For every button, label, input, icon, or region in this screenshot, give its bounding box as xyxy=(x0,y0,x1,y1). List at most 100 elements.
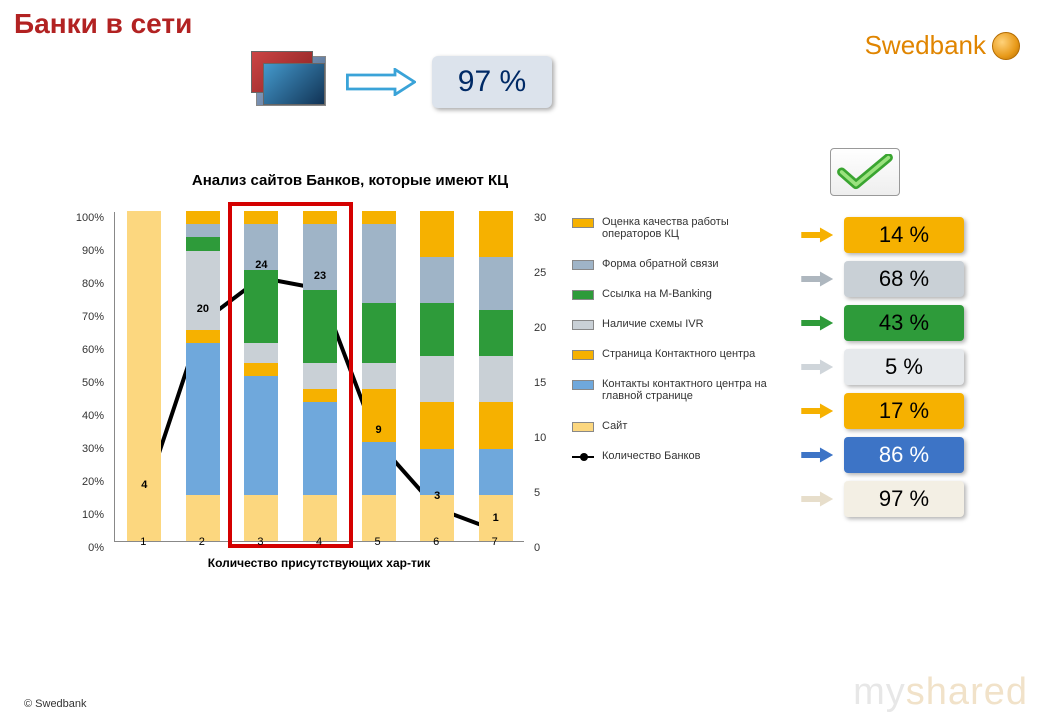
legend-label: Контакты контактного центра на главной с… xyxy=(602,378,772,402)
bar-segment-ivr xyxy=(479,356,513,402)
bar-segment-cc_page xyxy=(244,363,278,376)
legend-label: Форма обратной связи xyxy=(602,258,719,270)
bar-segment-cc_page xyxy=(479,402,513,448)
hero-percent-badge: 97 % xyxy=(432,56,552,108)
bar-segment-contacts xyxy=(479,449,513,495)
bar-column xyxy=(186,211,220,541)
bar-column xyxy=(303,211,337,541)
credit-cards-icon xyxy=(256,56,326,106)
arrow-icon xyxy=(800,225,834,245)
value-row: 97 % xyxy=(800,480,1020,518)
bar-segment-mbanking xyxy=(244,270,278,343)
legend-swatch-icon xyxy=(572,422,594,432)
bar-segment-quality xyxy=(244,211,278,224)
bar-segment-site xyxy=(244,495,278,541)
legend-label: Ссылка на M-Banking xyxy=(602,288,712,300)
bar-segment-quality xyxy=(420,211,454,257)
arrow-icon xyxy=(346,68,416,96)
percent-badge-column: 14 % 68 % 43 % 5 % 17 % 86 % 97 % xyxy=(800,216,1020,524)
bar-segment-quality xyxy=(362,211,396,224)
checkmark-icon xyxy=(830,148,900,196)
line-point-label: 9 xyxy=(376,424,382,436)
bar-segment-feedback xyxy=(186,224,220,237)
legend-item: Наличие схемы IVR xyxy=(572,318,772,330)
percent-badge: 17 % xyxy=(844,393,964,429)
percent-badge: 68 % xyxy=(844,261,964,297)
legend-item: Оценка качества работы операторов КЦ xyxy=(572,216,772,240)
x-tick-label: 3 xyxy=(243,536,277,548)
arrow-icon xyxy=(800,445,834,465)
legend-item: Форма обратной связи xyxy=(572,258,772,270)
bar-segment-cc_page xyxy=(420,402,454,448)
value-row: 17 % xyxy=(800,392,1020,430)
line-point-label: 4 xyxy=(141,479,147,491)
bar-segment-ivr xyxy=(244,343,278,363)
bar-segment-cc_page xyxy=(186,330,220,343)
arrow-icon xyxy=(800,357,834,377)
legend-item: Количество Банков xyxy=(572,450,772,462)
bar-segment-feedback xyxy=(420,257,454,303)
x-tick-label: 5 xyxy=(361,536,395,548)
bar-segment-contacts xyxy=(420,449,454,495)
legend-item: Сайт xyxy=(572,420,772,432)
arrow-icon xyxy=(800,401,834,421)
line-point-label: 1 xyxy=(493,512,499,524)
arrow-icon xyxy=(800,313,834,333)
x-tick-label: 6 xyxy=(419,536,453,548)
legend-label: Сайт xyxy=(602,420,627,432)
legend-swatch-icon xyxy=(572,320,594,330)
legend-line-icon xyxy=(572,452,594,462)
bar-segment-quality xyxy=(186,211,220,224)
percent-badge: 86 % xyxy=(844,437,964,473)
chart-legend: Оценка качества работы операторов КЦ Форм… xyxy=(572,216,772,480)
legend-label: Страница Контактного центра xyxy=(602,348,755,360)
percent-badge: 14 % xyxy=(844,217,964,253)
line-point-label: 23 xyxy=(314,270,326,282)
bar-segment-ivr xyxy=(362,363,396,389)
legend-swatch-icon xyxy=(572,380,594,390)
bar-segment-site xyxy=(186,495,220,541)
bar-segment-mbanking xyxy=(420,303,454,356)
bar-segment-mbanking xyxy=(479,310,513,356)
bar-column xyxy=(479,211,513,541)
brand-logo: Swedbank xyxy=(865,30,1020,61)
legend-item: Страница Контактного центра xyxy=(572,348,772,360)
bar-segment-mbanking xyxy=(186,237,220,250)
x-tick-label: 4 xyxy=(302,536,336,548)
bar-segment-site xyxy=(303,495,337,541)
copyright: © Swedbank xyxy=(24,698,87,710)
bar-segment-contacts xyxy=(244,376,278,495)
value-row: 68 % xyxy=(800,260,1020,298)
value-row: 43 % xyxy=(800,304,1020,342)
bar-segment-ivr xyxy=(420,356,454,402)
y-axis-right: 302520151050 xyxy=(530,212,560,542)
x-tick-label: 2 xyxy=(185,536,219,548)
bar-segment-mbanking xyxy=(303,290,337,363)
bar-segment-contacts xyxy=(303,402,337,494)
brand-emblem-icon xyxy=(992,32,1020,60)
legend-label: Наличие схемы IVR xyxy=(602,318,704,330)
x-tick-label: 7 xyxy=(478,536,512,548)
bar-segment-contacts xyxy=(362,442,396,495)
plot-area: 4 20 24 23 9 3 1 xyxy=(114,212,524,542)
line-point-label: 3 xyxy=(434,490,440,502)
legend-label: Количество Банков xyxy=(602,450,700,462)
arrow-icon xyxy=(800,269,834,289)
y-axis-left: 100%90%80%70%60%50%40%30%20%10%0% xyxy=(60,212,108,542)
legend-swatch-icon xyxy=(572,260,594,270)
bar-segment-mbanking xyxy=(362,303,396,362)
bar-segment-ivr xyxy=(186,251,220,330)
brand-name: Swedbank xyxy=(865,30,986,61)
slide-title: Банки в сети xyxy=(14,8,192,40)
value-row: 86 % xyxy=(800,436,1020,474)
percent-badge: 43 % xyxy=(844,305,964,341)
line-point-label: 24 xyxy=(255,259,267,271)
bar-column xyxy=(127,211,161,541)
legend-swatch-icon xyxy=(572,350,594,360)
legend-item: Ссылка на M-Banking xyxy=(572,288,772,300)
arrow-icon xyxy=(800,489,834,509)
line-point-label: 20 xyxy=(197,303,209,315)
legend-item: Контакты контактного центра на главной с… xyxy=(572,378,772,402)
bar-segment-site xyxy=(127,211,161,541)
percent-badge: 5 % xyxy=(844,349,964,385)
